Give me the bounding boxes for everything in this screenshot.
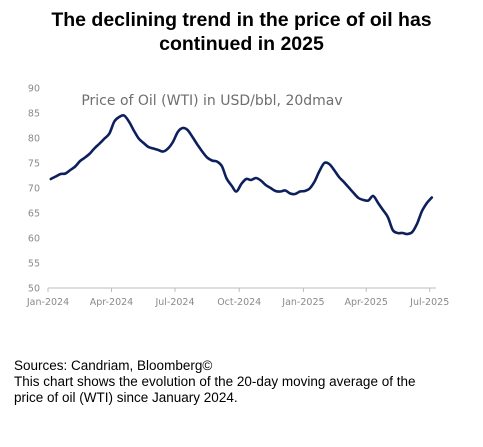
chart-heading: The declining trend in the price of oil … [0,8,483,56]
y-tick-label: 60 [28,234,40,245]
x-axis: Jan-2024 Apr-2024 Jul-2024 Oct-2024 Jan-2025… [26,288,449,308]
chart-heading-line-1: The declining trend in the price of oil … [51,9,432,31]
sources-text: Sources: Candriam, Bloomberg© [14,358,213,373]
x-tick-label: Jul-2025 [409,297,449,308]
x-tick-label: Jan-2024 [26,297,69,308]
y-tick-label: 50 [28,284,40,295]
x-tick-label: Jan-2025 [281,297,324,308]
y-tick-label: 65 [28,209,40,220]
x-tick-label: Jul-2024 [154,297,194,308]
y-tick-label: 70 [28,184,40,195]
y-tick-label: 55 [28,259,40,270]
description-line-2: price of oil (WTI) since January 2024. [14,390,238,405]
description-line-1: This chart shows the evolution of the 20… [14,374,416,389]
y-tick-label: 90 [28,84,40,95]
y-axis: 50 55 60 65 70 75 80 85 90 [28,84,40,295]
y-tick-label: 75 [28,159,40,170]
chart-heading-line-2: continued in 2025 [159,33,324,55]
oil-price-line-chart: Price of Oil (WTI) in USD/bbl, 20dmav 50… [26,84,449,309]
y-tick-label: 80 [28,134,40,145]
wti-price-series-line [49,113,434,236]
y-tick-label: 85 [28,109,40,120]
chart-caption: Sources: Candriam, Bloomberg© This chart… [14,358,474,406]
x-tick-label: Oct-2024 [217,297,261,308]
x-tick-label: Apr-2025 [344,297,387,308]
x-tick-label: Apr-2024 [90,297,133,308]
plot-title: Price of Oil (WTI) in USD/bbl, 20dmav [81,93,342,109]
